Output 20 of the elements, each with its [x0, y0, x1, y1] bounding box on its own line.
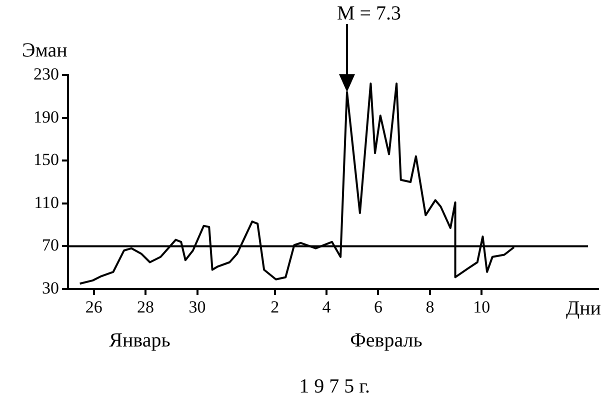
y-tick-label: 30	[42, 278, 59, 298]
text: Январь	[109, 329, 170, 352]
y-axis-title: Эман	[22, 39, 68, 62]
text: M = 7.3	[336, 2, 402, 24]
text: 1 9 7 5 г.	[299, 375, 370, 398]
y-tick-label: 190	[34, 107, 59, 126]
x-tick-label: 6	[374, 298, 382, 317]
y-tick-label: 150	[34, 150, 59, 170]
x-tick-label: 10	[473, 298, 490, 317]
y-tick-label: 70	[42, 236, 59, 255]
x-axis-title: Дни	[566, 297, 602, 320]
y-tick-label: 230	[34, 64, 59, 84]
y-tick-label: 110	[34, 192, 59, 212]
x-tick-label: 30	[188, 298, 206, 317]
x-tick-label: 2	[270, 298, 280, 317]
text: Февраль	[350, 329, 422, 352]
x-tick-label: 4	[322, 298, 332, 317]
x-tick-label: 26	[85, 298, 102, 317]
x-tick-label: 8	[426, 298, 434, 317]
x-tick-label: 28	[137, 298, 154, 317]
